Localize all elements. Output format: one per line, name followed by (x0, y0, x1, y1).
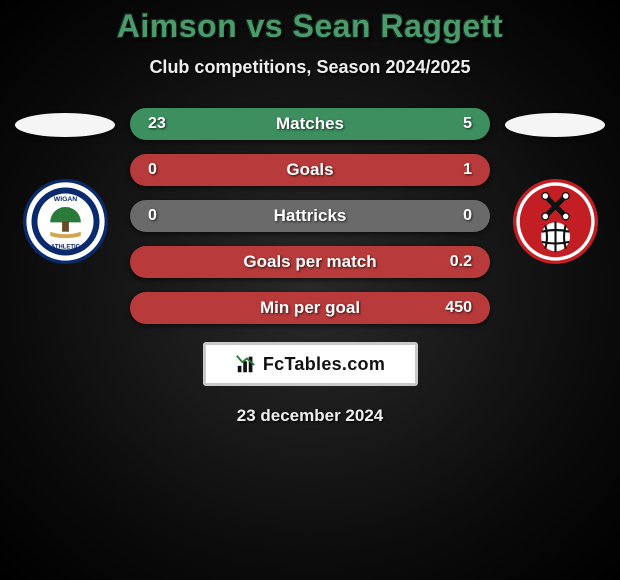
stat-row: Goals per match 0.2 (130, 246, 490, 278)
svg-text:ATHLETIC: ATHLETIC (51, 245, 81, 251)
stat-row: 0 Hattricks 0 (130, 200, 490, 232)
stat-right-value: 5 (463, 115, 472, 133)
stats-column: 23 Matches 5 0 Goals 1 0 Hattricks 0 Goals per ma… (125, 108, 495, 324)
footer: FcTables.com 23 december 2024 (0, 342, 620, 426)
left-side: WIGAN ATHLETIC (5, 108, 125, 264)
stat-row: Min per goal 450 (130, 292, 490, 324)
stat-right-value: 0 (463, 207, 472, 225)
right-team-crest-icon (513, 179, 598, 264)
stat-left-value: 23 (148, 115, 166, 133)
stat-row: 23 Matches 5 (130, 108, 490, 140)
brand-text: FcTables.com (263, 354, 385, 375)
stat-right-value: 450 (445, 299, 472, 317)
brand-badge: FcTables.com (203, 342, 418, 386)
stat-right-value: 1 (463, 161, 472, 179)
snapshot-date: 23 december 2024 (237, 406, 384, 426)
stat-left-value: 0 (148, 161, 157, 179)
bar-chart-icon (235, 353, 257, 375)
stat-right-value: 0.2 (450, 253, 472, 271)
stat-label: Goals (286, 160, 333, 180)
right-side (495, 108, 615, 264)
svg-text:WIGAN: WIGAN (53, 196, 76, 203)
stat-label: Matches (276, 114, 344, 134)
left-player-placeholder (15, 113, 115, 137)
page-title: Aimson vs Sean Raggett (0, 8, 620, 45)
stat-label: Hattricks (274, 206, 347, 226)
left-team-crest-icon: WIGAN ATHLETIC (23, 179, 108, 264)
stat-label: Min per goal (260, 298, 360, 318)
comparison-card: Aimson vs Sean Raggett Club competitions… (0, 0, 620, 426)
main-area: WIGAN ATHLETIC 23 Matches 5 0 Goals 1 0 Hattric… (0, 108, 620, 324)
stat-left-value: 0 (148, 207, 157, 225)
right-player-placeholder (505, 113, 605, 137)
stat-label: Goals per match (243, 252, 376, 272)
stat-row: 0 Goals 1 (130, 154, 490, 186)
competition-subtitle: Club competitions, Season 2024/2025 (0, 57, 620, 78)
